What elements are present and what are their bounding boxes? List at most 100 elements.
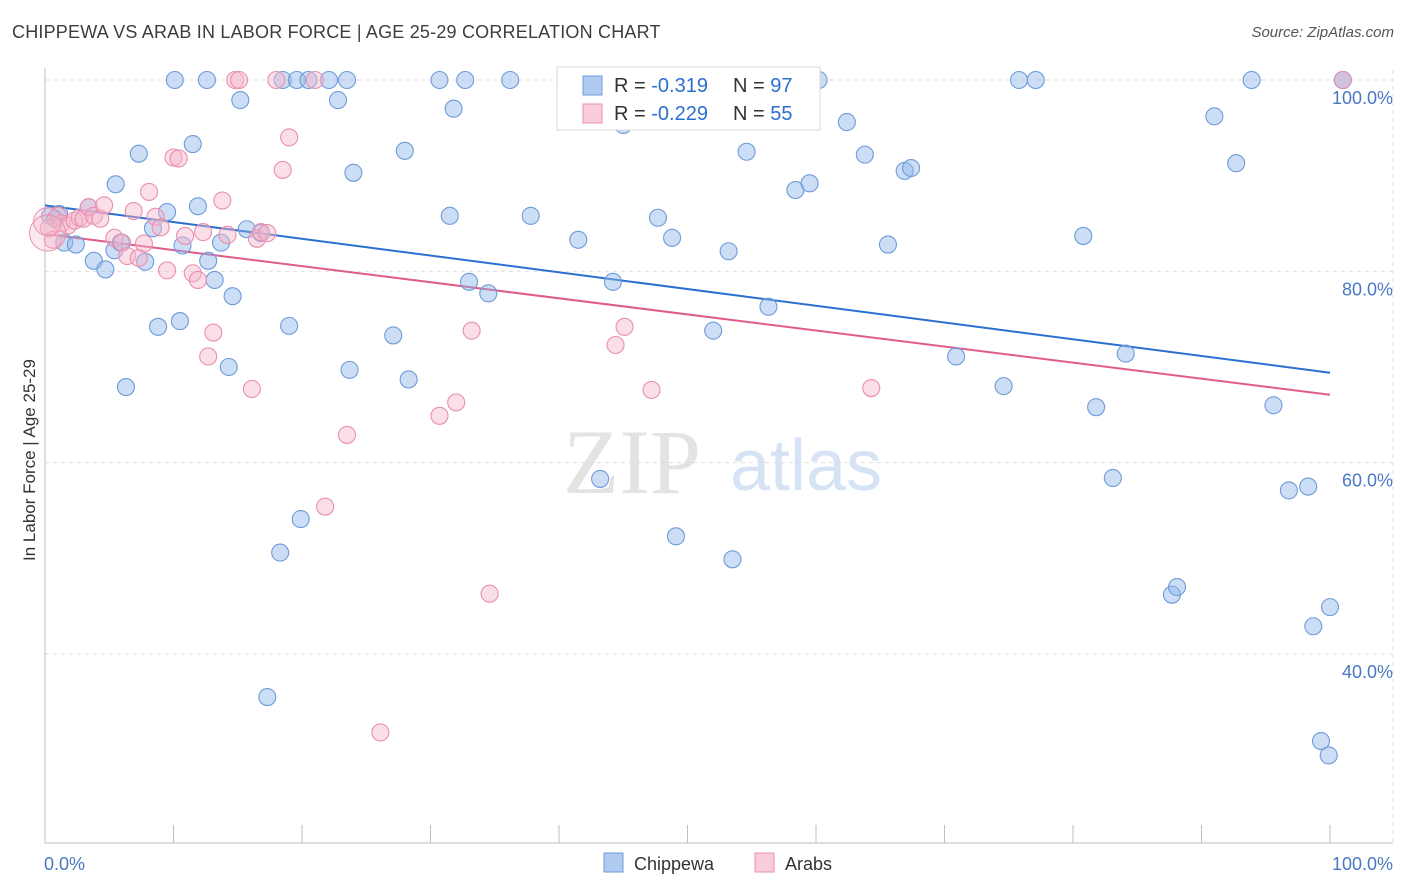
- chippewa-point: [170, 312, 189, 331]
- arabs-point: [140, 182, 159, 201]
- arabs-point: [1333, 70, 1352, 90]
- arabs-trend-line: [44, 233, 1331, 396]
- chippewa-point: [878, 235, 898, 254]
- arabs-point: [229, 70, 249, 90]
- arabs-point: [606, 335, 625, 355]
- arabs-point: [188, 270, 207, 289]
- stats-row: R = -0.319 N = 97: [614, 75, 793, 97]
- chippewa-point: [1103, 468, 1122, 488]
- arabs-point: [95, 196, 114, 215]
- chippewa-point: [459, 272, 479, 291]
- arabs-point: [462, 321, 481, 340]
- chippewa-point: [399, 370, 418, 389]
- y-tick-label: 60.0%: [1342, 471, 1393, 491]
- chippewa-point: [1205, 107, 1224, 126]
- chippewa-point: [663, 228, 682, 247]
- chippewa-point: [1311, 732, 1331, 751]
- chippewa-point: [223, 287, 242, 306]
- x-tick-label-right: 100.0%: [1332, 854, 1393, 874]
- chippewa-point: [280, 316, 299, 335]
- arabs-point: [204, 323, 223, 342]
- chippewa-point: [1026, 70, 1045, 90]
- chippewa-point: [666, 527, 685, 546]
- arabs-point: [642, 380, 661, 400]
- chippewa-point: [603, 272, 623, 291]
- arabs-point: [146, 207, 165, 226]
- chippewa-point: [291, 510, 310, 529]
- chippewa-point: [723, 550, 742, 569]
- arabs-point: [129, 248, 148, 267]
- chippewa-point: [66, 235, 85, 254]
- chippewa-point: [106, 175, 125, 194]
- stats-row: R = -0.229 N = 55: [614, 103, 793, 125]
- arabs-point: [258, 224, 277, 243]
- arabs-point: [79, 198, 98, 217]
- chippewa-point: [96, 260, 115, 279]
- arabs-point: [615, 317, 634, 336]
- arabs-point: [164, 148, 183, 167]
- chippewa-point: [299, 70, 318, 90]
- legend-swatch: [754, 852, 775, 873]
- chart-source: Source: ZipAtlas.com: [1251, 24, 1394, 41]
- arabs-point: [430, 406, 449, 425]
- chippewa-point: [800, 174, 819, 193]
- data-points: [29, 70, 1352, 765]
- chippewa-point: [501, 70, 520, 90]
- chippewa-point: [129, 144, 148, 163]
- chippewa-point: [188, 197, 207, 216]
- chippewa-point: [337, 70, 357, 90]
- arabs-point: [151, 218, 170, 237]
- stats-swatch: [582, 75, 603, 96]
- chippewa-point: [1304, 617, 1323, 636]
- chippewa-point: [855, 145, 874, 164]
- arabs-point: [267, 70, 286, 90]
- chippewa-point: [183, 135, 202, 154]
- chippewa-point: [521, 206, 540, 225]
- legend-label-arabs: Arabs: [785, 854, 832, 874]
- chippewa-point: [211, 233, 231, 252]
- chart-title: CHIPPEWA VS ARAB IN LABOR FORCE | AGE 25…: [12, 22, 661, 42]
- arabs-point: [218, 225, 237, 245]
- chippewa-point: [569, 230, 588, 249]
- stats-swatch: [582, 103, 603, 124]
- chippewa-point: [479, 284, 498, 303]
- x-tick-label-left: 0.0%: [44, 854, 85, 874]
- arabs-point: [251, 223, 270, 242]
- chippewa-point: [837, 113, 856, 132]
- chippewa-point: [116, 378, 136, 397]
- chippewa-point: [199, 251, 218, 270]
- arabs-point: [273, 160, 292, 179]
- chippewa-point: [1116, 344, 1135, 363]
- arabs-point: [337, 425, 357, 444]
- watermark-atlas: atlas: [730, 426, 882, 506]
- arabs-point: [280, 128, 299, 147]
- y-tick-label: 40.0%: [1342, 662, 1393, 682]
- chippewa-point: [456, 70, 475, 90]
- watermark: ZIP atlas: [563, 411, 882, 513]
- arabs-cluster-point: [29, 214, 67, 252]
- chippewa-point: [737, 142, 756, 161]
- arabs-point: [480, 584, 499, 603]
- chippewa-point: [1299, 477, 1318, 496]
- chippewa-point: [440, 206, 459, 225]
- arabs-point: [158, 261, 177, 280]
- arabs-point: [124, 202, 143, 221]
- y-tick-label: 80.0%: [1342, 279, 1393, 299]
- chippewa-point: [1264, 396, 1283, 415]
- chippewa-point: [1168, 577, 1187, 597]
- arabs-point: [316, 497, 335, 516]
- arabs-point: [226, 70, 245, 90]
- chippewa-point: [1087, 398, 1106, 417]
- chippewa-point: [258, 687, 277, 707]
- chippewa-point: [328, 91, 348, 110]
- axes: 100.0% 80.0% 60.0% 40.0% 0.0% 100.0%: [44, 68, 1393, 874]
- legend-swatch: [603, 852, 624, 873]
- arabs-point: [169, 149, 188, 168]
- chippewa-point: [55, 233, 74, 252]
- arabs-point: [305, 70, 324, 90]
- chippewa-point: [395, 141, 414, 160]
- chippewa-point: [430, 70, 449, 90]
- chippewa-point: [384, 326, 403, 345]
- arabs-point: [862, 378, 881, 398]
- chippewa-point: [273, 70, 292, 90]
